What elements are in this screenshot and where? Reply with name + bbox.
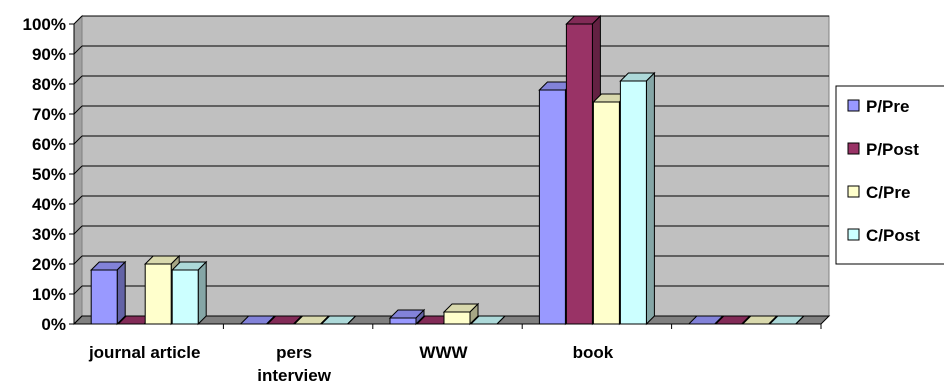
bar-side bbox=[320, 315, 329, 325]
x-category-label: book bbox=[573, 343, 614, 362]
bar-side bbox=[347, 315, 356, 325]
y-tick-label: 10% bbox=[32, 285, 66, 304]
bar-side bbox=[714, 315, 724, 325]
gridline-side bbox=[73, 105, 83, 115]
bar-front bbox=[90, 269, 118, 325]
bar-front bbox=[538, 89, 566, 325]
bar-side bbox=[197, 260, 207, 326]
y-tick-label: 50% bbox=[32, 165, 66, 184]
legend-swatch bbox=[847, 99, 860, 112]
bar-front bbox=[144, 263, 172, 325]
gridline-side bbox=[73, 165, 83, 175]
gridline-side bbox=[73, 225, 83, 235]
bar-side bbox=[645, 71, 655, 326]
bar-side bbox=[768, 315, 778, 325]
bar-front bbox=[171, 269, 199, 325]
gridline-side bbox=[73, 195, 83, 205]
y-tick-label: 30% bbox=[32, 225, 66, 244]
y-tick-label: 70% bbox=[32, 105, 66, 124]
bar-front bbox=[619, 80, 647, 325]
legend-label: P/Post bbox=[866, 140, 919, 159]
y-tick-label: 60% bbox=[32, 135, 66, 154]
legend-swatch bbox=[847, 185, 860, 198]
y-tick-label: 40% bbox=[32, 195, 66, 214]
bar-side bbox=[795, 315, 805, 325]
x-category-label: interview bbox=[257, 366, 331, 385]
gridline-side bbox=[73, 315, 83, 325]
legend-swatch bbox=[847, 142, 860, 155]
bar-front bbox=[389, 317, 417, 325]
bar-side bbox=[116, 260, 126, 326]
x-category-label: journal article bbox=[88, 343, 200, 362]
gridline-side bbox=[73, 45, 83, 55]
bar-side bbox=[496, 315, 506, 325]
x-category-label: pers bbox=[276, 343, 312, 362]
y-tick-label: 80% bbox=[32, 75, 66, 94]
y-tick-label: 20% bbox=[32, 255, 66, 274]
legend-label: P/Pre bbox=[866, 97, 909, 116]
bar-front bbox=[443, 311, 471, 325]
bar-side bbox=[266, 315, 275, 325]
x-category-label: WWW bbox=[419, 343, 468, 362]
bar-front bbox=[565, 23, 593, 325]
y-tick-label: 100% bbox=[23, 15, 66, 34]
gridline-side bbox=[73, 255, 83, 265]
bar-side bbox=[741, 315, 751, 325]
legend-label: C/Pre bbox=[866, 183, 910, 202]
gridline-side bbox=[73, 285, 83, 295]
bar-side bbox=[293, 315, 302, 325]
gridline-side bbox=[73, 15, 83, 25]
gridline-side bbox=[73, 75, 83, 85]
y-tick-label: 0% bbox=[41, 315, 66, 334]
legend-label: C/Post bbox=[866, 226, 920, 245]
legend-swatch bbox=[847, 228, 860, 241]
y-tick-label: 90% bbox=[32, 45, 66, 64]
gridline-side bbox=[73, 135, 83, 145]
bar-front bbox=[592, 101, 620, 325]
